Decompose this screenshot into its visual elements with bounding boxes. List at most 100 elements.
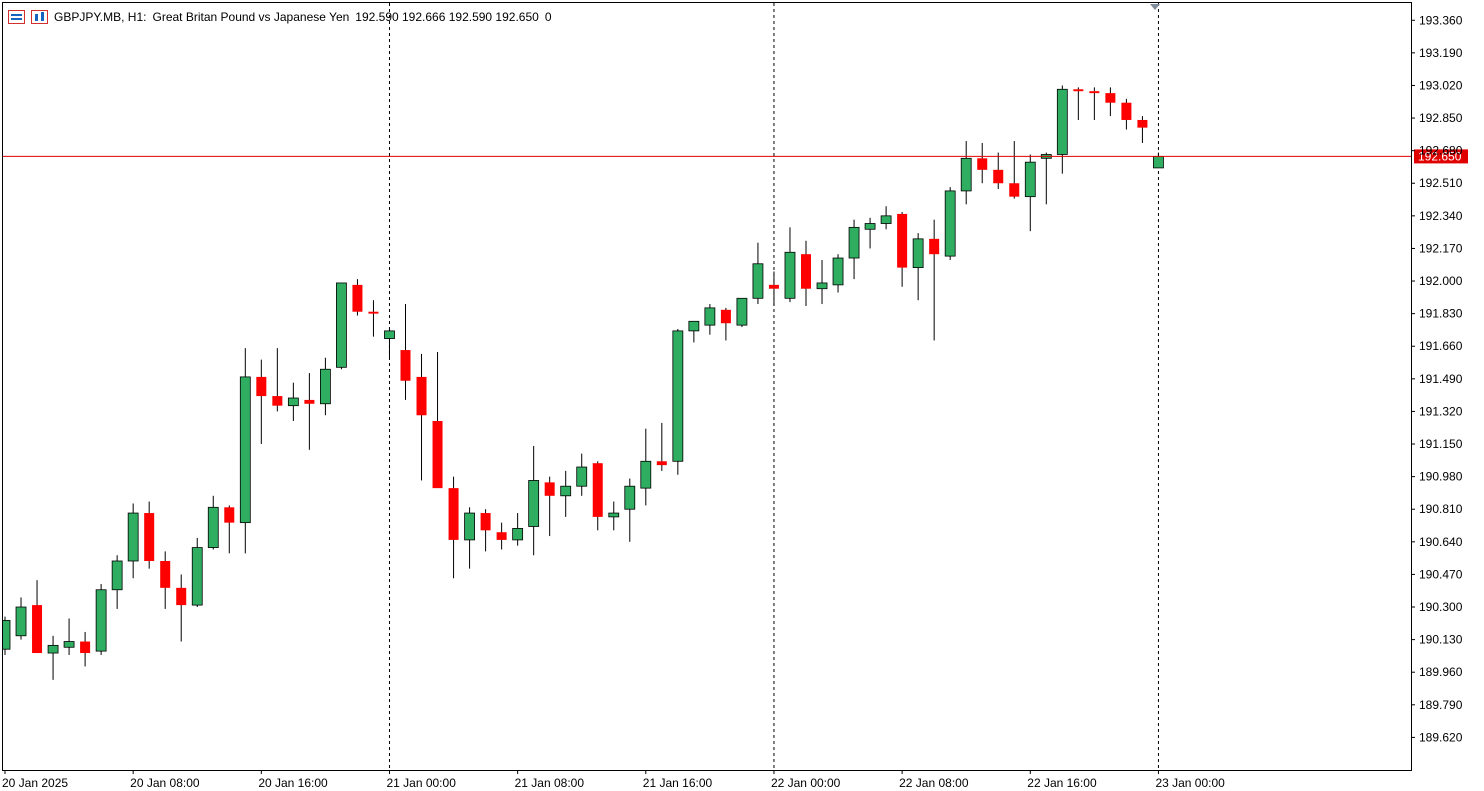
candle-body: [176, 587, 187, 606]
candle-bearish[interactable]: [1105, 87, 1116, 117]
candle-body: [768, 284, 779, 289]
candle-bearish[interactable]: [272, 348, 283, 412]
chart-type-icon[interactable]: [31, 10, 48, 24]
candle-bullish[interactable]: [336, 282, 347, 370]
shift-marker-icon[interactable]: [1150, 4, 1160, 10]
candle-bullish[interactable]: [560, 470, 572, 517]
candle-body: [897, 213, 908, 268]
candle-body: [207, 506, 219, 548]
candle-bearish[interactable]: [368, 300, 379, 337]
candle-bearish[interactable]: [1121, 98, 1132, 130]
ohlc-values: 192.590 192.666 192.590 192.650: [355, 10, 539, 24]
candle-bearish[interactable]: [400, 304, 411, 400]
candle-bullish[interactable]: [832, 254, 844, 293]
candle-bullish[interactable]: [944, 187, 956, 260]
candle-bullish[interactable]: [63, 618, 75, 655]
chart-plot-area[interactable]: [2, 2, 1412, 771]
candle-bearish[interactable]: [432, 351, 443, 489]
candle-body: [400, 350, 411, 381]
candle-bullish[interactable]: [608, 501, 620, 531]
candle-bearish[interactable]: [496, 522, 507, 550]
price-tick-label: 191.660: [1419, 339, 1463, 353]
candle-bullish[interactable]: [912, 233, 924, 301]
candle-bullish[interactable]: [1040, 152, 1052, 205]
candle-bullish[interactable]: [384, 327, 395, 358]
candle-bullish[interactable]: [239, 348, 251, 554]
candle-bullish[interactable]: [640, 428, 652, 506]
candle-body: [993, 169, 1004, 184]
candle-body: [784, 251, 796, 299]
price-tick-label: 191.490: [1419, 372, 1463, 386]
candle-body: [528, 480, 540, 527]
candle-bullish[interactable]: [287, 382, 299, 422]
price-tick-label: 192.170: [1419, 241, 1463, 255]
candle-bullish[interactable]: [191, 537, 203, 608]
candle-bearish[interactable]: [176, 574, 187, 642]
candle-bearish[interactable]: [1089, 87, 1100, 120]
candle-body: [608, 512, 620, 518]
candle-bearish[interactable]: [160, 551, 171, 609]
candle-bearish[interactable]: [897, 212, 908, 287]
candle-bullish[interactable]: [47, 635, 59, 680]
candle-bullish[interactable]: [688, 320, 700, 343]
candle-bearish[interactable]: [1009, 141, 1020, 199]
candle-bullish[interactable]: [880, 206, 892, 230]
candle-bullish[interactable]: [576, 453, 588, 496]
candle-bullish[interactable]: [624, 478, 636, 542]
candle-bullish[interactable]: [960, 141, 972, 205]
candle-bearish[interactable]: [929, 219, 940, 341]
candle-bearish[interactable]: [1073, 87, 1084, 120]
candle-bearish[interactable]: [352, 279, 363, 316]
candle-bullish[interactable]: [127, 503, 139, 579]
quick-menu-icon[interactable]: [8, 10, 25, 24]
candle-body: [736, 297, 748, 326]
candle-bullish[interactable]: [528, 445, 540, 556]
candle-bearish[interactable]: [544, 476, 555, 537]
candle-bearish[interactable]: [768, 271, 779, 306]
candle-bearish[interactable]: [32, 580, 43, 654]
candle-bearish[interactable]: [80, 631, 91, 667]
candle-bearish[interactable]: [977, 142, 988, 184]
candle-body: [160, 560, 171, 588]
candle-bullish[interactable]: [95, 584, 107, 655]
candle-bullish[interactable]: [816, 259, 828, 305]
candle-bullish[interactable]: [784, 227, 796, 303]
candle-bearish[interactable]: [720, 307, 731, 341]
candle-body: [111, 560, 123, 591]
candle-bearish[interactable]: [801, 240, 811, 306]
candle-bearish[interactable]: [480, 509, 491, 552]
candle-bullish[interactable]: [736, 297, 748, 328]
candle-bearish[interactable]: [224, 505, 235, 554]
time-tick-label: 22 Jan 08:00: [899, 776, 969, 790]
candle-bullish[interactable]: [864, 217, 876, 249]
candle-bullish[interactable]: [1024, 154, 1036, 232]
candle-bullish[interactable]: [704, 304, 716, 335]
candle-bearish[interactable]: [993, 152, 1004, 189]
candle-bearish[interactable]: [448, 476, 459, 579]
candle-bullish[interactable]: [0, 616, 11, 655]
candle-bullish[interactable]: [464, 507, 475, 569]
candle-bullish[interactable]: [1056, 85, 1068, 174]
price-tick-label: 191.830: [1419, 307, 1463, 321]
candle-bullish[interactable]: [207, 495, 219, 550]
candle-bearish[interactable]: [304, 373, 315, 450]
candle-bearish[interactable]: [256, 359, 267, 445]
candle-bearish[interactable]: [656, 422, 667, 471]
candle-bullish[interactable]: [1153, 152, 1164, 169]
candle-bullish[interactable]: [319, 357, 331, 416]
candle-bearish[interactable]: [144, 501, 155, 569]
candle-body: [448, 488, 459, 540]
candle-bearish[interactable]: [592, 461, 603, 531]
candle-bearish[interactable]: [416, 353, 427, 481]
candle-bullish[interactable]: [111, 555, 123, 609]
candle-bullish[interactable]: [672, 328, 684, 475]
candle-bullish[interactable]: [752, 242, 764, 305]
symbol-description: Great Britan Pound vs Japanese Yen: [152, 10, 350, 24]
candle-bullish[interactable]: [848, 219, 860, 280]
candle-bearish[interactable]: [1137, 116, 1148, 143]
candle-bullish[interactable]: [512, 513, 524, 546]
candle-body: [224, 507, 235, 523]
candle-body: [191, 547, 203, 606]
candle-bullish[interactable]: [15, 597, 27, 640]
